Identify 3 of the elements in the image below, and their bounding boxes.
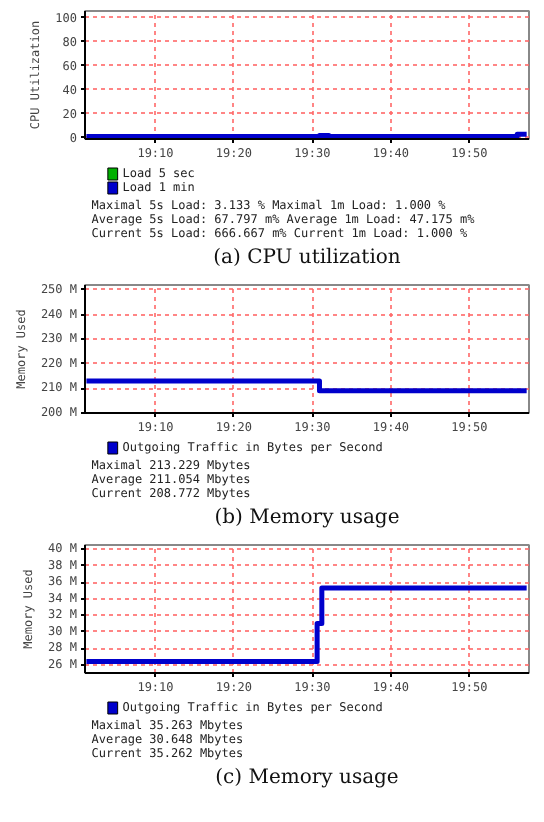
text: (b) Memory usage bbox=[214, 507, 400, 529]
text: (a) CPU utilization bbox=[213, 247, 402, 269]
text: (c) Memory usage bbox=[215, 767, 399, 789]
